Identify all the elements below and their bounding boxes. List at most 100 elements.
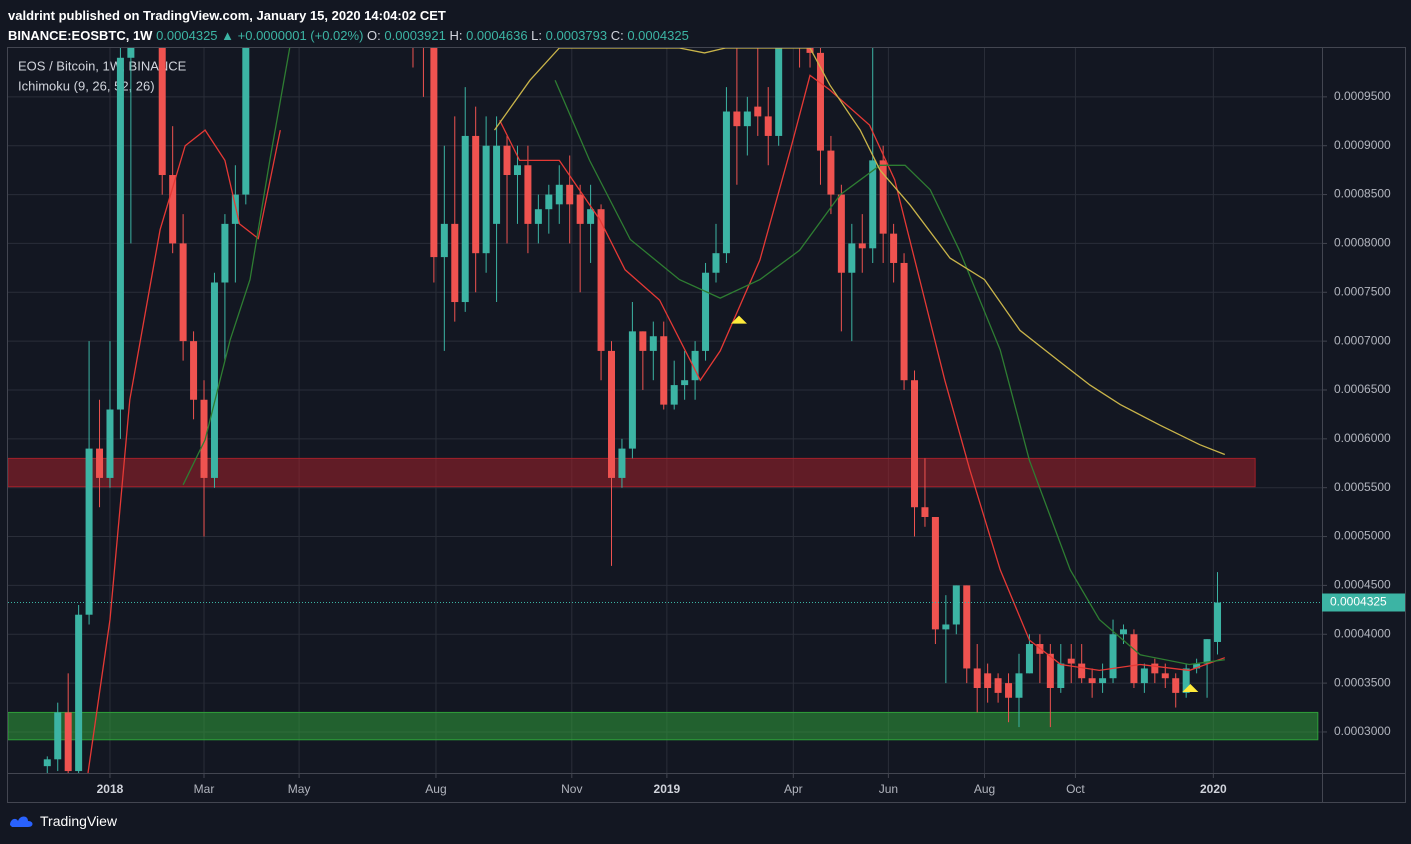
candle-body: [1088, 678, 1096, 684]
candle-body: [566, 184, 574, 205]
candle-body: [879, 160, 887, 234]
x-tick-label: May: [288, 782, 311, 796]
candle-body: [649, 336, 657, 351]
candle-body: [1005, 683, 1013, 698]
y-tick-label: 0.0004500: [1334, 578, 1391, 592]
x-tick-label: 2020: [1200, 782, 1227, 796]
candle-body: [127, 48, 135, 58]
candle-body: [503, 145, 511, 176]
indicator-label: Ichimoku (9, 26, 52, 26): [18, 78, 155, 93]
candle-body: [733, 111, 741, 127]
candle-body: [545, 194, 553, 210]
candle-body: [1140, 668, 1148, 684]
candle-body: [1182, 668, 1190, 693]
candle-body: [96, 448, 104, 478]
signal-marker: [730, 315, 747, 324]
candle-body: [231, 194, 239, 224]
candle-body: [106, 409, 114, 478]
candle-body: [1119, 629, 1127, 635]
candle-body: [942, 624, 950, 630]
ohlc-value: 0.0004636: [466, 28, 528, 43]
candle-body: [691, 350, 699, 381]
candle-body: [64, 712, 72, 772]
candle-body: [827, 150, 835, 195]
change: ▲ +0.0000001 (+0.02%): [221, 28, 364, 43]
candle-body: [158, 48, 166, 176]
x-tick-label: Oct: [1066, 782, 1085, 796]
x-tick-label: Jun: [879, 782, 898, 796]
candle-body: [702, 272, 710, 351]
candle-body: [837, 194, 845, 273]
candle-body: [75, 614, 83, 772]
y-tick-label: 0.0007500: [1334, 284, 1391, 298]
zone: [8, 457, 1256, 488]
candle-body: [973, 668, 981, 688]
ohlc-value: 0.0003921: [384, 28, 446, 43]
candle-body: [1203, 639, 1211, 664]
candle-body: [869, 160, 877, 249]
candle-body: [472, 135, 480, 254]
candle-body: [179, 243, 187, 342]
ohlc-value: 0.0004325: [627, 28, 689, 43]
y-tick-label: 0.0009000: [1334, 138, 1391, 152]
candle-body: [576, 194, 584, 224]
candle-body: [775, 48, 783, 136]
price: 0.0004325: [156, 28, 218, 43]
candle-body: [722, 111, 730, 254]
signal-marker: [1182, 683, 1199, 692]
candle-body: [743, 111, 751, 127]
candle-body: [848, 243, 856, 273]
candle-body: [210, 282, 218, 478]
candle-body: [524, 165, 532, 224]
chart-title: EOS / Bitcoin, 1W, BINANCE: [18, 58, 187, 73]
x-tick-label: 2019: [654, 782, 681, 796]
candle-body: [85, 448, 93, 615]
candle-body: [534, 209, 542, 224]
candle-body: [54, 712, 62, 760]
y-tick-label: 0.0008000: [1334, 236, 1391, 250]
candle-body: [816, 52, 824, 151]
candle-body: [1193, 663, 1201, 669]
ohlc: O: 0.0003921 H: 0.0004636 L: 0.0003793 C…: [367, 28, 689, 43]
candle-body: [482, 145, 490, 254]
candle-body: [169, 175, 177, 244]
ohlc-label: H:: [449, 28, 463, 43]
candle-body: [1015, 673, 1023, 698]
indicator-line: [182, 48, 1225, 666]
candle-body: [451, 223, 459, 303]
candle-body: [221, 223, 229, 283]
footer: TradingView: [8, 813, 117, 829]
candle-body: [1130, 634, 1138, 684]
logo: [10, 816, 33, 827]
y-tick-label: 0.0005000: [1334, 529, 1391, 543]
candle-body: [1099, 678, 1107, 684]
candle-body: [440, 223, 448, 258]
candle-body: [786, 0, 793, 28]
candle-body: [513, 165, 521, 176]
x-tick-label: Aug: [974, 782, 995, 796]
candle-body: [493, 145, 501, 224]
y-tick-label: 0.0005500: [1334, 480, 1391, 494]
candle-body: [628, 331, 636, 449]
candle-body: [200, 399, 208, 478]
x-tick-label: Nov: [561, 782, 582, 796]
candle-body: [409, 0, 416, 28]
candle-body: [984, 673, 992, 688]
x-tick-label: Mar: [194, 782, 215, 796]
candle-body: [639, 331, 647, 351]
candle-body: [597, 209, 605, 351]
brand: TradingView: [40, 813, 118, 829]
symbol: BINANCE:EOSBTC, 1W: [8, 28, 153, 43]
candle-body: [963, 585, 971, 669]
candle-body: [1172, 678, 1180, 693]
candle-body: [1214, 602, 1222, 642]
candle-body: [858, 243, 866, 249]
y-tick-label: 0.0004000: [1334, 626, 1391, 640]
ohlc-label: C:: [610, 28, 624, 43]
x-tick-label: 2018: [97, 782, 124, 796]
candle-body: [1161, 673, 1169, 679]
plot: [8, 0, 1322, 773]
header: valdrint published on TradingView.com, J…: [8, 6, 689, 46]
